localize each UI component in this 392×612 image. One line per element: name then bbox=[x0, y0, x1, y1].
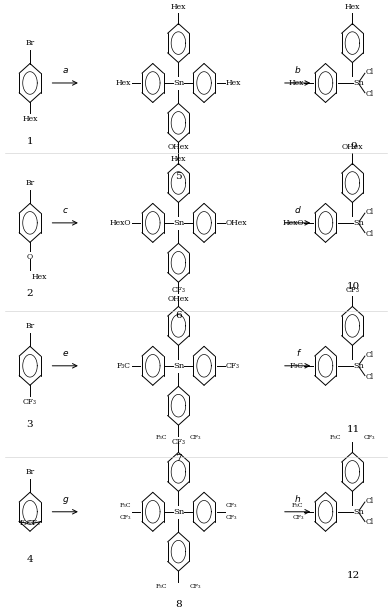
Text: Hex: Hex bbox=[171, 155, 186, 163]
Text: OHex: OHex bbox=[226, 219, 247, 227]
Text: CF₃: CF₃ bbox=[120, 515, 131, 520]
Text: 12: 12 bbox=[347, 571, 360, 580]
Text: CF₃: CF₃ bbox=[226, 362, 240, 370]
Text: 4: 4 bbox=[27, 554, 33, 564]
Text: Br: Br bbox=[25, 179, 34, 187]
Text: CF₃: CF₃ bbox=[171, 438, 185, 446]
Text: CF₃: CF₃ bbox=[226, 503, 238, 509]
Text: CF₃: CF₃ bbox=[226, 515, 238, 520]
Text: CF₃: CF₃ bbox=[345, 286, 359, 294]
Text: 5: 5 bbox=[175, 171, 182, 181]
Text: Br: Br bbox=[25, 39, 34, 47]
Text: CF₃: CF₃ bbox=[171, 286, 185, 294]
Text: 11: 11 bbox=[347, 425, 360, 434]
Text: 9: 9 bbox=[350, 143, 357, 151]
Text: F₃C: F₃C bbox=[292, 503, 304, 509]
Text: F₃C: F₃C bbox=[19, 520, 32, 528]
Text: F₃C: F₃C bbox=[290, 362, 304, 370]
Text: Cl: Cl bbox=[365, 373, 374, 381]
Text: 2: 2 bbox=[27, 289, 33, 298]
Text: OHex: OHex bbox=[342, 143, 363, 151]
Text: 8: 8 bbox=[175, 600, 182, 610]
Text: Hex: Hex bbox=[226, 79, 241, 87]
Text: 1: 1 bbox=[27, 138, 33, 146]
Text: Hex: Hex bbox=[288, 79, 304, 87]
Text: Hex: Hex bbox=[32, 272, 47, 280]
Text: a: a bbox=[62, 66, 68, 75]
Text: Sn: Sn bbox=[354, 79, 365, 87]
Text: Hex: Hex bbox=[345, 3, 360, 11]
Text: Sn: Sn bbox=[173, 79, 184, 87]
Text: Cl: Cl bbox=[365, 518, 374, 526]
Text: F₃C: F₃C bbox=[330, 435, 341, 440]
Text: 10: 10 bbox=[347, 282, 360, 291]
Text: CF₃: CF₃ bbox=[190, 584, 201, 589]
Text: Hex: Hex bbox=[22, 115, 38, 123]
Text: CF₃: CF₃ bbox=[364, 435, 375, 440]
Text: F₃C: F₃C bbox=[117, 362, 131, 370]
Text: F₃C: F₃C bbox=[120, 503, 131, 509]
Text: CF₃: CF₃ bbox=[190, 435, 201, 440]
Text: OHex: OHex bbox=[168, 143, 189, 151]
Text: Sn: Sn bbox=[173, 362, 184, 370]
Text: Sn: Sn bbox=[354, 362, 365, 370]
Text: e: e bbox=[62, 349, 68, 358]
Text: Br: Br bbox=[25, 468, 34, 476]
Text: Cl: Cl bbox=[365, 230, 374, 237]
Text: Hex: Hex bbox=[171, 3, 186, 11]
Text: F₃C: F₃C bbox=[156, 584, 167, 589]
Text: h: h bbox=[295, 495, 300, 504]
Text: Cl: Cl bbox=[365, 208, 374, 216]
Text: Br: Br bbox=[25, 322, 34, 330]
Text: 6: 6 bbox=[175, 312, 182, 321]
Text: Cl: Cl bbox=[365, 497, 374, 505]
Text: Hex: Hex bbox=[116, 79, 131, 87]
Text: HexO: HexO bbox=[109, 219, 131, 227]
Text: f: f bbox=[296, 349, 299, 358]
Text: OHex: OHex bbox=[168, 295, 189, 303]
Text: 3: 3 bbox=[27, 420, 33, 429]
Text: 7: 7 bbox=[175, 454, 182, 463]
Text: d: d bbox=[295, 206, 300, 215]
Text: Sn: Sn bbox=[173, 508, 184, 516]
Text: Sn: Sn bbox=[354, 219, 365, 227]
Text: g: g bbox=[62, 495, 68, 504]
Text: F₃C: F₃C bbox=[156, 435, 167, 440]
Text: CF₃: CF₃ bbox=[28, 520, 41, 528]
Text: b: b bbox=[295, 66, 300, 75]
Text: CF₃: CF₃ bbox=[23, 398, 37, 406]
Text: Cl: Cl bbox=[365, 351, 374, 359]
Text: CF₃: CF₃ bbox=[292, 515, 304, 520]
Text: O: O bbox=[26, 253, 33, 261]
Text: Sn: Sn bbox=[354, 508, 365, 516]
Text: Cl: Cl bbox=[365, 90, 374, 98]
Text: c: c bbox=[63, 206, 68, 215]
Text: HexO: HexO bbox=[282, 219, 304, 227]
Text: Sn: Sn bbox=[173, 219, 184, 227]
Text: Cl: Cl bbox=[365, 69, 374, 76]
